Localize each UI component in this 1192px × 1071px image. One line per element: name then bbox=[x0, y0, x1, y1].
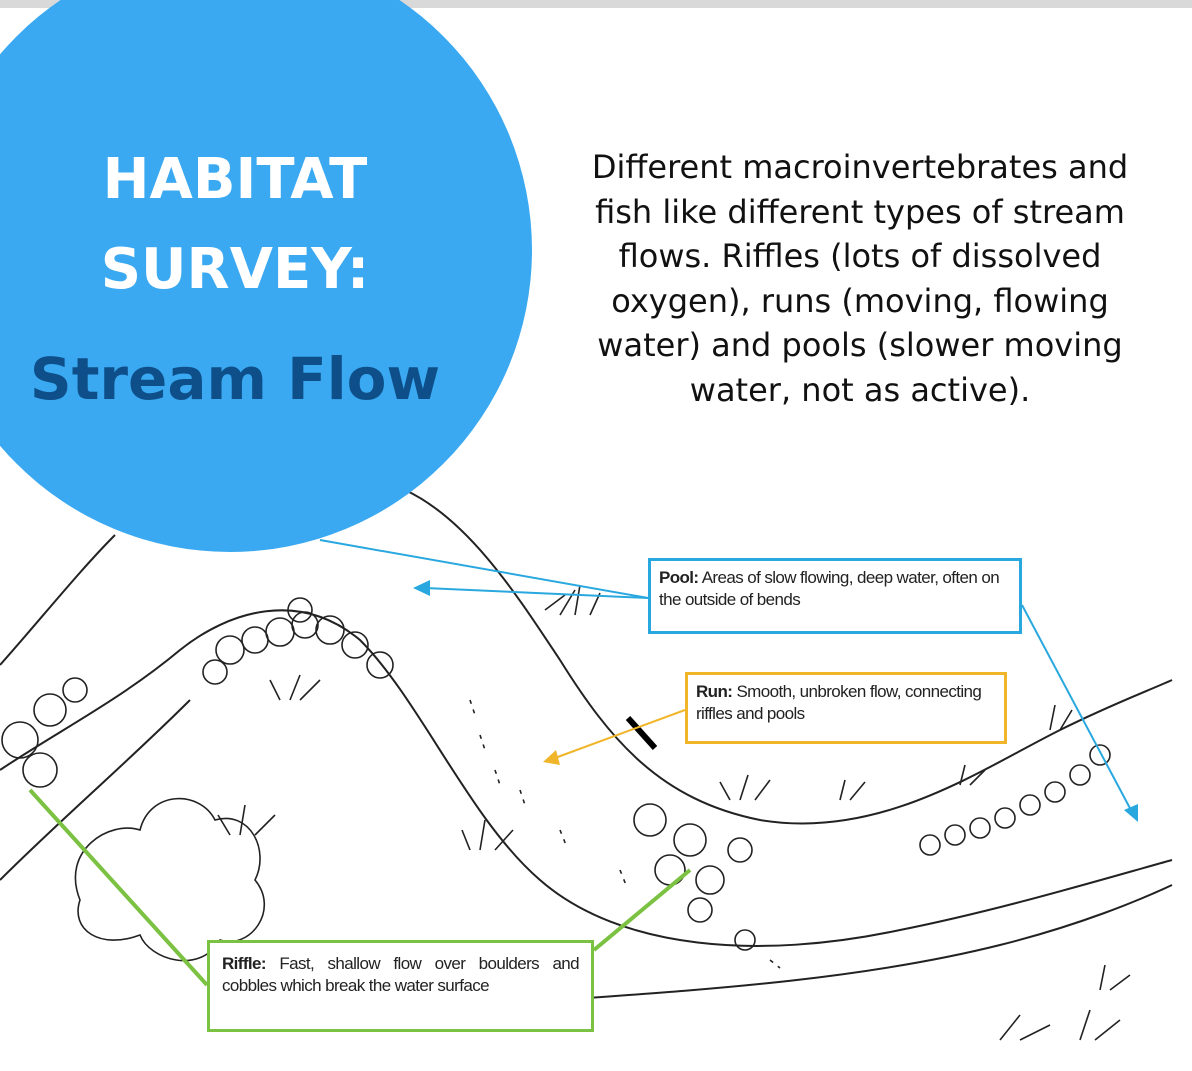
term: Riffle: bbox=[222, 954, 266, 973]
definition: Areas of slow flowing, deep water, often… bbox=[659, 568, 999, 609]
term: Run: bbox=[696, 682, 732, 701]
run-label: Run: Smooth, unbroken flow, connecting r… bbox=[685, 672, 1007, 744]
pool-label: Pool: Areas of slow flowing, deep water,… bbox=[648, 558, 1022, 634]
subtitle: Stream Flow bbox=[0, 345, 470, 413]
title: HABITAT SURVEY: bbox=[0, 135, 470, 315]
title-line: HABITAT bbox=[0, 135, 470, 225]
definition: Smooth, unbroken flow, connecting riffle… bbox=[696, 682, 981, 723]
title-line: SURVEY: bbox=[0, 225, 470, 315]
term: Pool: bbox=[659, 568, 699, 587]
page: HABITAT SURVEY: Stream Flow Different ma… bbox=[0, 0, 1192, 1071]
riffle-label: Riffle: Fast, shallow flow over boulders… bbox=[207, 940, 594, 1032]
description: Different macroinvertebrates and fish li… bbox=[565, 145, 1155, 412]
definition: Fast, shallow flow over boulders and cob… bbox=[222, 954, 579, 995]
